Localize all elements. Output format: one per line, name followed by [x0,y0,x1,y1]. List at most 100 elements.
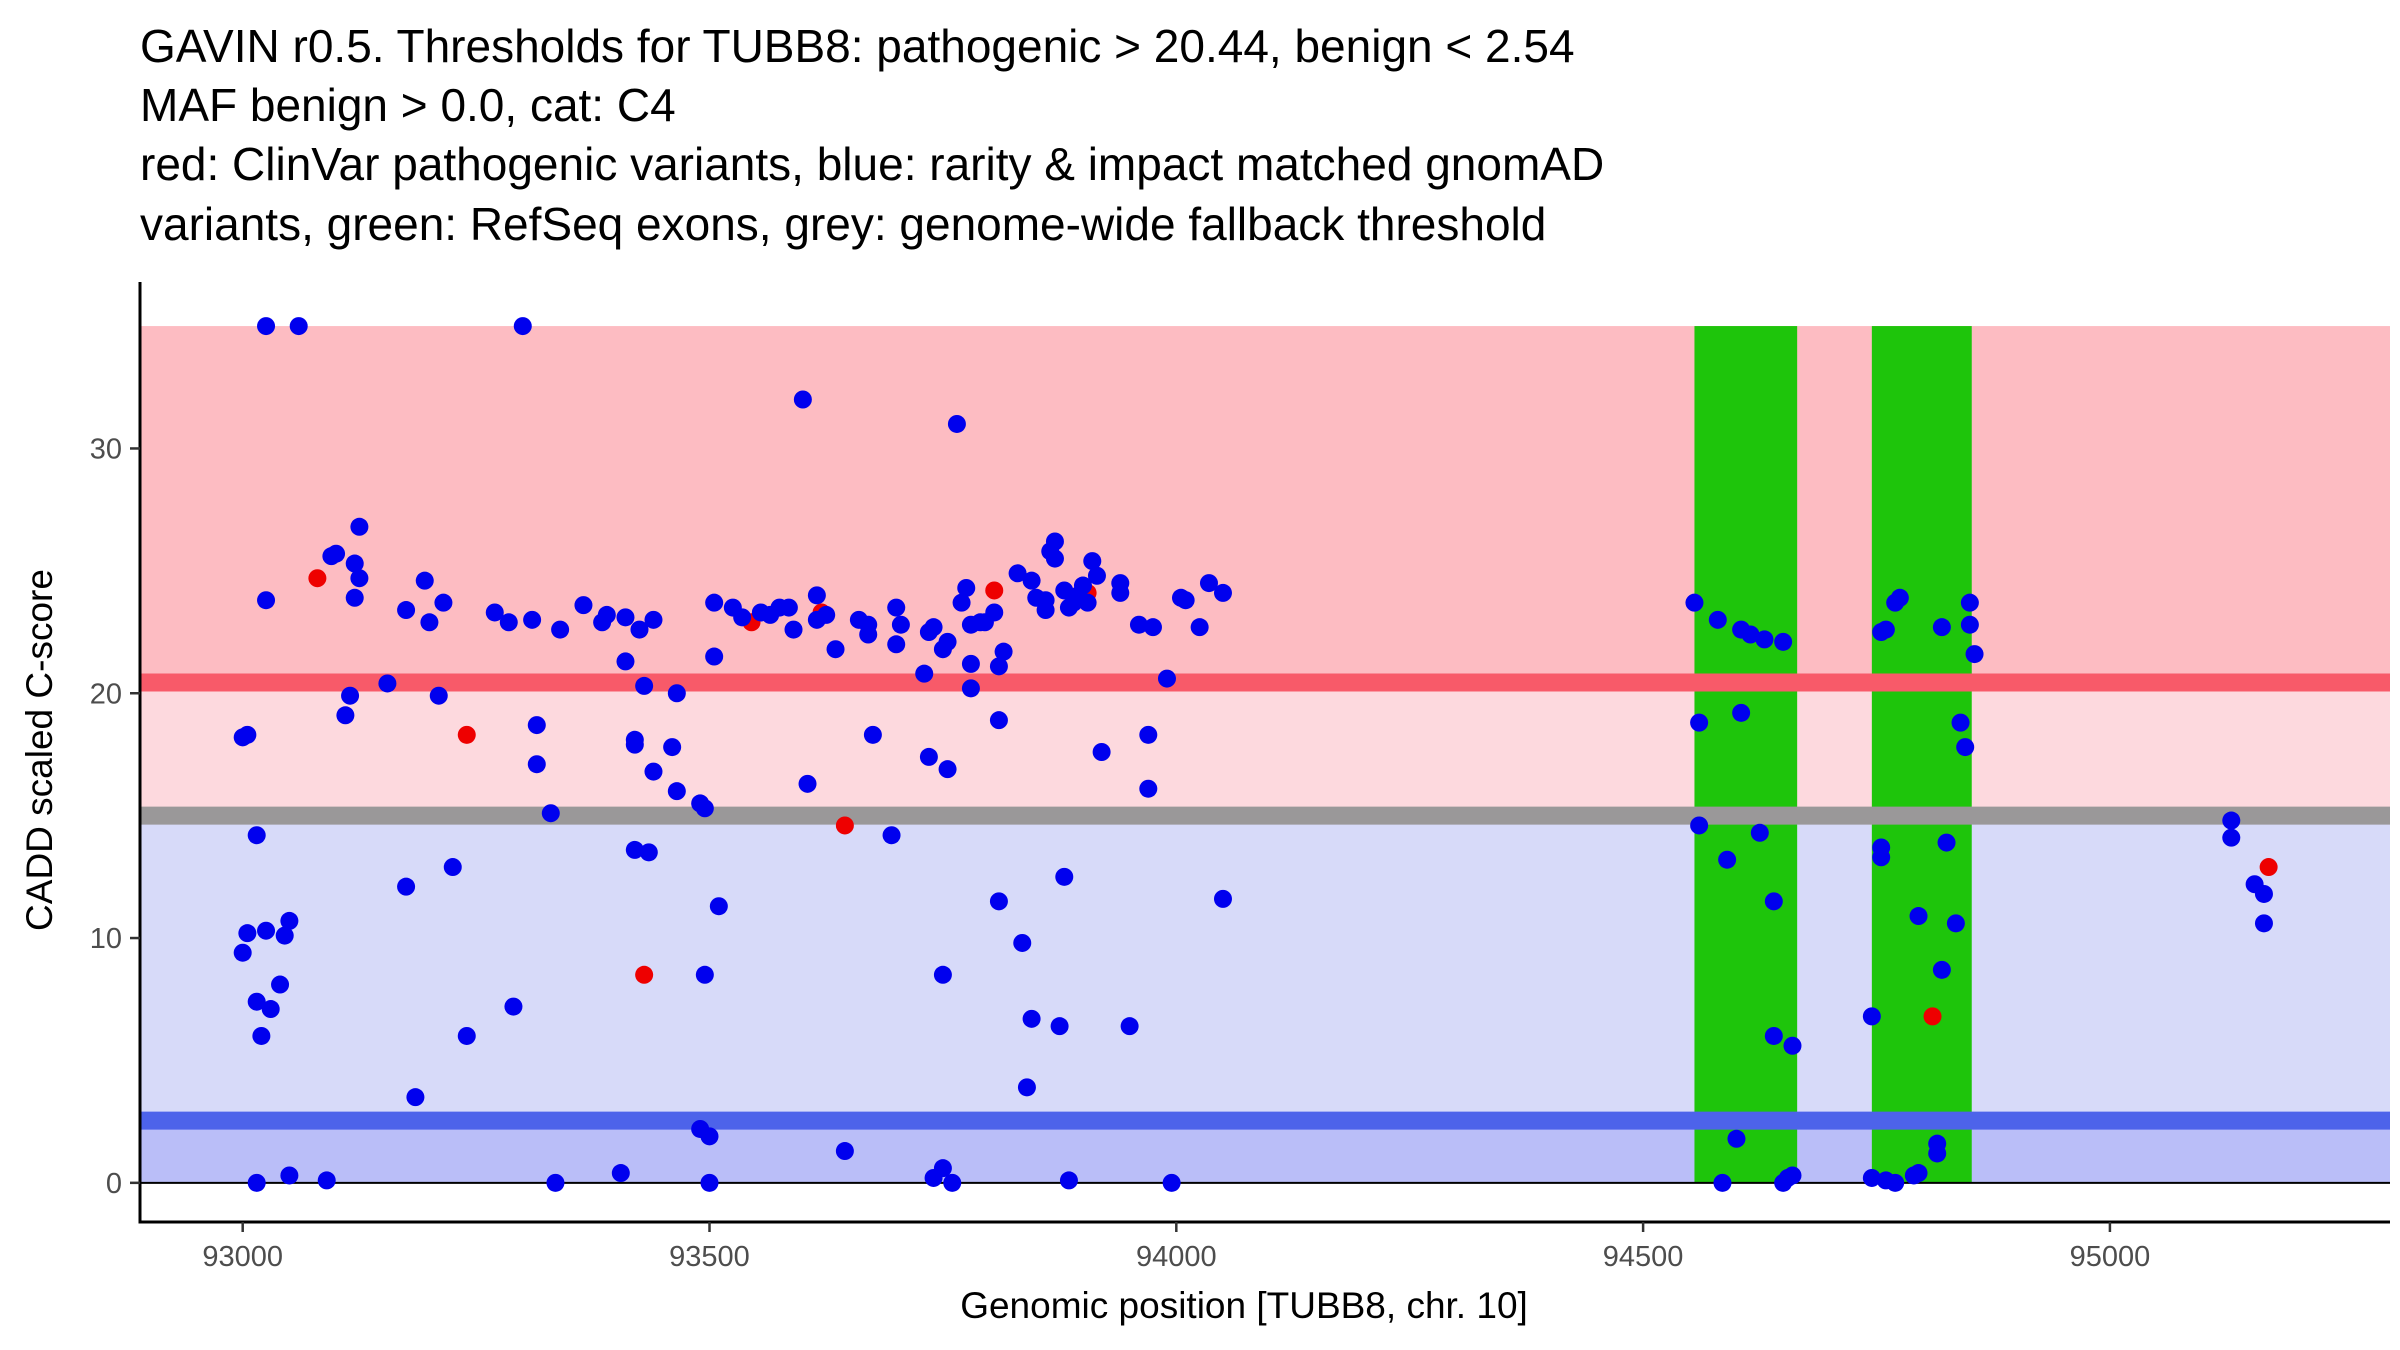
data-point [345,554,364,573]
data-point [523,610,542,629]
x-tick-label: 95000 [2070,1241,2151,1273]
data-point [994,642,1013,661]
data-point [420,613,439,632]
data-point [247,826,266,845]
data-point [597,605,616,624]
data-point [733,608,752,627]
data-point [261,1000,280,1019]
data-point [1713,1173,1732,1192]
data-point [1727,1129,1746,1148]
data-point [1073,576,1092,595]
data-point [1129,615,1148,634]
data-point [257,317,276,336]
data-point [1162,1173,1181,1192]
data-point [1886,1173,1905,1192]
data-point [397,601,416,620]
data-point [1909,1164,1928,1183]
title-line-2: MAF benign > 0.0, cat: C4 [140,79,676,131]
data-point [826,640,845,659]
data-point [317,1171,336,1190]
data-point [527,755,546,774]
data-point [1008,564,1027,583]
data-point [700,1173,719,1192]
data-point [1143,618,1162,637]
data-point [835,816,854,835]
data-point [308,569,327,588]
data-point [541,804,560,823]
data-point [705,647,724,666]
plot-area [140,317,2390,1192]
data-point [933,1159,952,1178]
data-point [345,588,364,607]
data-point [700,1127,719,1146]
data-point [1909,907,1928,926]
x-axis-title: Genomic position [TUBB8, chr. 10] [960,1285,1528,1326]
data-point [1013,933,1032,952]
data-point [891,615,910,634]
data-point [1923,1007,1942,1026]
data-point [784,620,803,639]
data-point [1965,645,1984,664]
x-tick-label: 93500 [669,1241,750,1273]
exon-band-1 [1694,326,1798,1183]
data-point [1139,779,1158,798]
data-point [1928,1134,1947,1153]
axes: 0 10 20 30 93000 93500 94000 94500 95000 [90,282,2390,1273]
data-point [625,840,644,859]
data-point [1045,549,1064,568]
data-point [1732,703,1751,722]
data-point [798,774,817,793]
data-point [667,684,686,703]
data-point [779,598,798,617]
data-point [574,596,593,615]
data-point [1199,574,1218,593]
y-axis-ticks: 0 10 20 30 [90,433,140,1200]
threshold-regions [140,326,2390,1183]
data-point [1956,738,1975,757]
data-point [280,911,299,930]
data-point [238,725,257,744]
data-point [924,618,943,637]
chart-title: GAVIN r0.5. Thresholds for TUBB8: pathog… [140,20,1604,250]
data-point [1045,532,1064,551]
data-point [397,877,416,896]
data-point [938,760,957,779]
x-tick-label: 94000 [1136,1241,1217,1273]
data-point [2254,914,2273,933]
data-point [289,317,308,336]
data-point [1937,833,1956,852]
region-low-benign [140,1120,2390,1183]
data-point [527,716,546,735]
data-point [961,679,980,698]
data-point [457,1026,476,1045]
data-point [1741,625,1760,644]
data-point [705,593,724,612]
data-point [793,390,812,409]
data-point [1087,566,1106,585]
data-point [1059,1171,1078,1190]
data-point [919,747,938,766]
data-point [434,593,453,612]
data-point [1055,581,1074,600]
y-tick-label: 0 [106,1168,122,1200]
data-point [1774,632,1793,651]
y-axis-title: CADD scaled C-score [19,569,60,931]
data-point [1120,1017,1139,1036]
data-point [1157,669,1176,688]
data-point [257,921,276,940]
data-point [2222,828,2241,847]
data-point [667,782,686,801]
data-point [635,965,654,984]
data-point [1960,593,1979,612]
exon-band-2 [1871,326,1972,1183]
data-point [695,965,714,984]
data-point [943,1173,962,1192]
data-point [611,1164,630,1183]
data-point [695,799,714,818]
data-point [499,613,518,632]
data-point [1876,620,1895,639]
data-point [1872,848,1891,867]
x-tick-label: 94500 [1603,1241,1684,1273]
threshold-lines [140,673,2390,1130]
